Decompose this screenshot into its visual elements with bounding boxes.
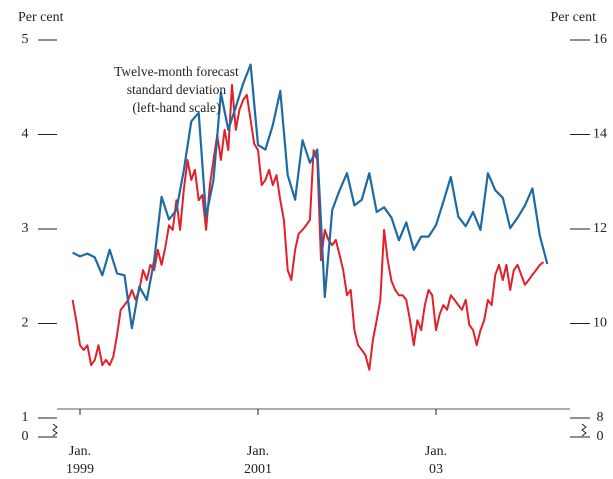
y2-tick-label: 10 (593, 316, 607, 331)
y-tick-label: 0 (22, 429, 29, 444)
x-tick-sublabel: 1999 (66, 462, 94, 477)
y-axis-label: Per cent (18, 10, 64, 25)
annotation: standard deviation (127, 82, 227, 97)
y2-tick-label: 8 (597, 410, 604, 425)
y2-tick-label: 14 (593, 127, 607, 142)
annotation: (left-hand scale) (132, 100, 220, 115)
x-tick-label: Jan. (247, 444, 269, 459)
x-tick-label: Jan. (69, 444, 91, 459)
y2-tick-label: 12 (593, 221, 607, 236)
y2-axis-label: Per cent (551, 10, 597, 25)
y2-tick-label: 0 (597, 429, 604, 444)
y-tick-label: 2 (22, 316, 29, 331)
axis-break (52, 423, 58, 437)
x-tick-sublabel: 2001 (244, 462, 272, 477)
series-line (72, 63, 549, 330)
axis-break (581, 423, 587, 437)
y2-tick-label: 16 (593, 32, 607, 47)
x-tick-label: Jan. (425, 444, 447, 459)
y-tick-label: 4 (22, 127, 29, 142)
series-line (71, 83, 545, 371)
y-tick-label: 5 (22, 32, 29, 47)
y-tick-label: 1 (22, 410, 29, 425)
annotation: Twelve-month forecast (114, 64, 239, 79)
y-tick-label: 3 (22, 221, 29, 236)
x-tick-sublabel: 03 (429, 462, 443, 477)
